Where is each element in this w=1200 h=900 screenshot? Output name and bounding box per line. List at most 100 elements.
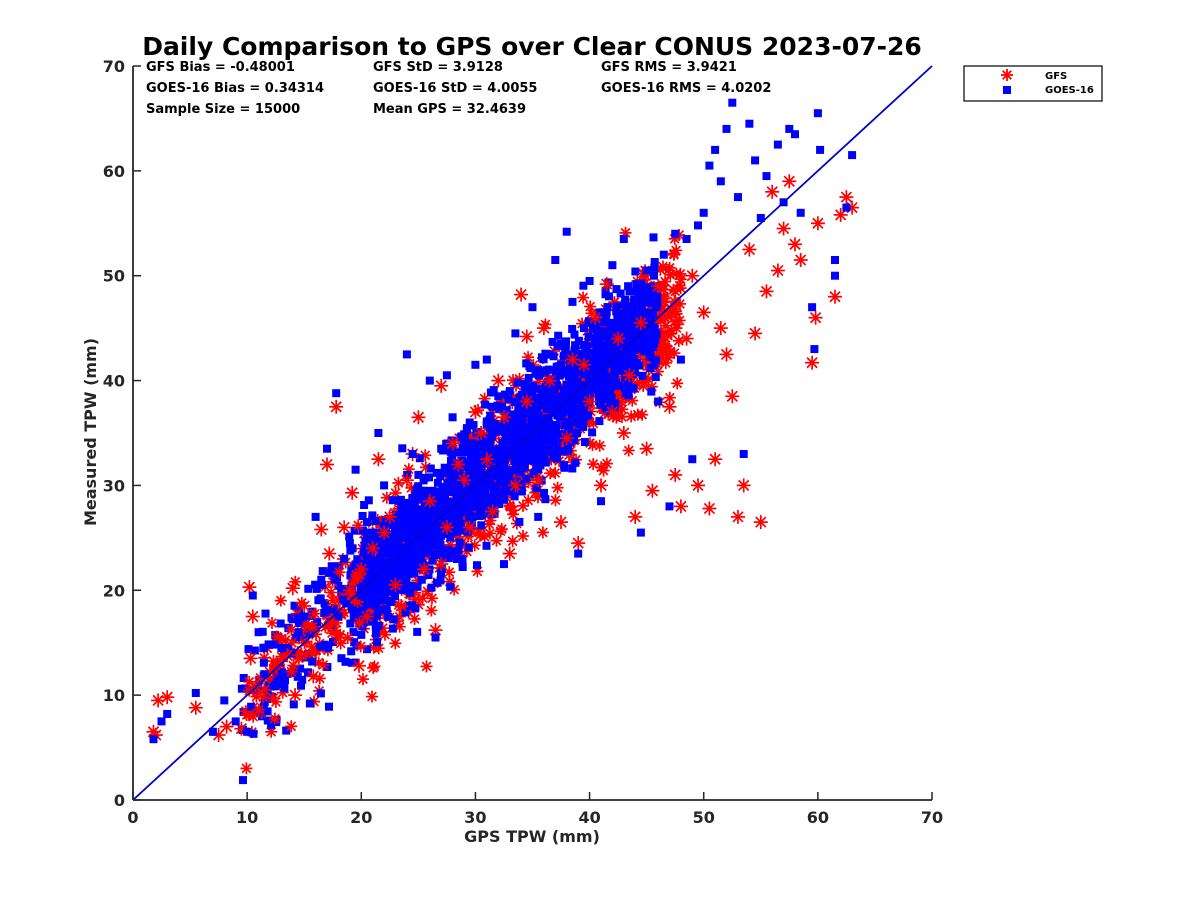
goes-16-point — [574, 550, 582, 558]
gfs-point — [366, 691, 378, 703]
goes-16-point — [432, 634, 440, 642]
gfs-point — [451, 458, 465, 472]
goes-16-point — [728, 99, 736, 107]
goes-16-point — [411, 529, 419, 537]
goes-16-point — [477, 521, 485, 529]
gfs-point — [742, 243, 756, 257]
goes-16-point — [505, 474, 513, 482]
goes-16-point — [588, 428, 596, 436]
goes-16-point — [322, 607, 330, 615]
goes-16-point — [597, 497, 605, 505]
goes-16-point — [460, 440, 468, 448]
gfs-point — [670, 244, 682, 256]
goes-16-point — [517, 419, 525, 427]
gfs-point — [508, 478, 522, 492]
goes-16-point — [459, 563, 467, 571]
goes-16-point — [500, 560, 508, 568]
goes-16-point — [414, 471, 422, 479]
gfs-point — [371, 452, 385, 466]
gfs-point — [246, 610, 260, 624]
goes-16-point — [592, 323, 600, 331]
goes-16-point — [398, 444, 406, 452]
goes-16-point — [272, 681, 280, 689]
goes-16-point — [386, 550, 394, 558]
goes-16-point — [540, 489, 548, 497]
goes-16-point — [529, 303, 537, 311]
goes-16-point — [585, 370, 593, 378]
goes-16-point — [529, 418, 537, 426]
gfs-point — [495, 525, 507, 537]
gfs-point — [337, 520, 351, 534]
goes-16-point — [418, 576, 426, 584]
goes-16-point — [745, 120, 753, 128]
goes-16-point — [325, 703, 333, 711]
gfs-point — [674, 499, 688, 513]
y-tick-label: 60 — [103, 162, 125, 181]
goes-16-point — [650, 233, 658, 241]
goes-16-point — [277, 620, 285, 628]
goes-16-point — [621, 310, 629, 318]
goes-16-point — [630, 355, 638, 363]
y-tick-label: 20 — [103, 581, 125, 600]
gfs-point — [680, 332, 694, 346]
goes-16-point — [516, 468, 524, 476]
goes-16-point — [671, 230, 679, 238]
goes-16-point — [391, 592, 399, 600]
gfs-point — [479, 531, 491, 543]
gfs-point — [782, 174, 796, 188]
goes-16-point — [586, 277, 594, 285]
goes-16-point — [255, 628, 263, 636]
gfs-point — [309, 608, 321, 620]
gfs-point — [543, 374, 557, 388]
goes-16-point — [402, 574, 410, 582]
y-tick-label: 30 — [103, 476, 125, 495]
goes-16-point — [150, 735, 158, 743]
goes-16-point — [797, 209, 805, 217]
goes-16-point — [265, 640, 273, 648]
gfs-point — [400, 473, 414, 487]
goes-16-point — [683, 235, 691, 243]
goes-16-point — [551, 256, 559, 264]
gfs-point — [623, 445, 635, 457]
stat-sample-size: Sample Size = 15000 — [146, 102, 300, 117]
goes-16-point — [394, 566, 402, 574]
goes-16-point — [417, 515, 425, 523]
stat-gfs-std: GFS StD = 3.9128 — [373, 60, 503, 75]
goes-16-point — [546, 350, 554, 358]
legend-goes-16-marker — [1003, 86, 1011, 94]
goes-16-point — [337, 654, 345, 662]
goes-16-point — [540, 399, 548, 407]
y-tick-label: 70 — [103, 57, 125, 76]
goes-16-point — [601, 329, 609, 337]
goes-16-point — [694, 221, 702, 229]
goes-16-point — [595, 417, 603, 425]
goes-16-point — [486, 412, 494, 420]
gfs-point — [737, 478, 751, 492]
goes-16-point — [363, 554, 371, 562]
goes-16-point — [647, 364, 655, 372]
gfs-point — [389, 578, 403, 592]
gfs-point — [794, 253, 808, 267]
goes-16-point — [522, 359, 530, 367]
goes-16-point — [504, 395, 512, 403]
stat-gfs-bias: GFS Bias = -0.48001 — [146, 60, 295, 75]
goes-16-point — [688, 455, 696, 463]
gfs-point — [434, 557, 448, 571]
gfs-point — [811, 216, 825, 230]
gfs-point — [708, 452, 722, 466]
goes-16-point — [447, 548, 455, 556]
goes-16-point — [437, 445, 445, 453]
gfs-point — [269, 713, 281, 725]
gfs-point — [628, 510, 642, 524]
goes-16-point — [596, 383, 604, 391]
goes-16-point — [433, 579, 441, 587]
gfs-point — [355, 641, 367, 653]
gfs-point — [366, 541, 380, 555]
gfs-point — [544, 467, 556, 479]
gfs-point — [285, 720, 297, 732]
gfs-point — [314, 523, 328, 537]
goes-16-point — [639, 372, 647, 380]
goes-16-point — [711, 146, 719, 154]
goes-16-point — [563, 228, 571, 236]
goes-16-point — [290, 700, 298, 708]
